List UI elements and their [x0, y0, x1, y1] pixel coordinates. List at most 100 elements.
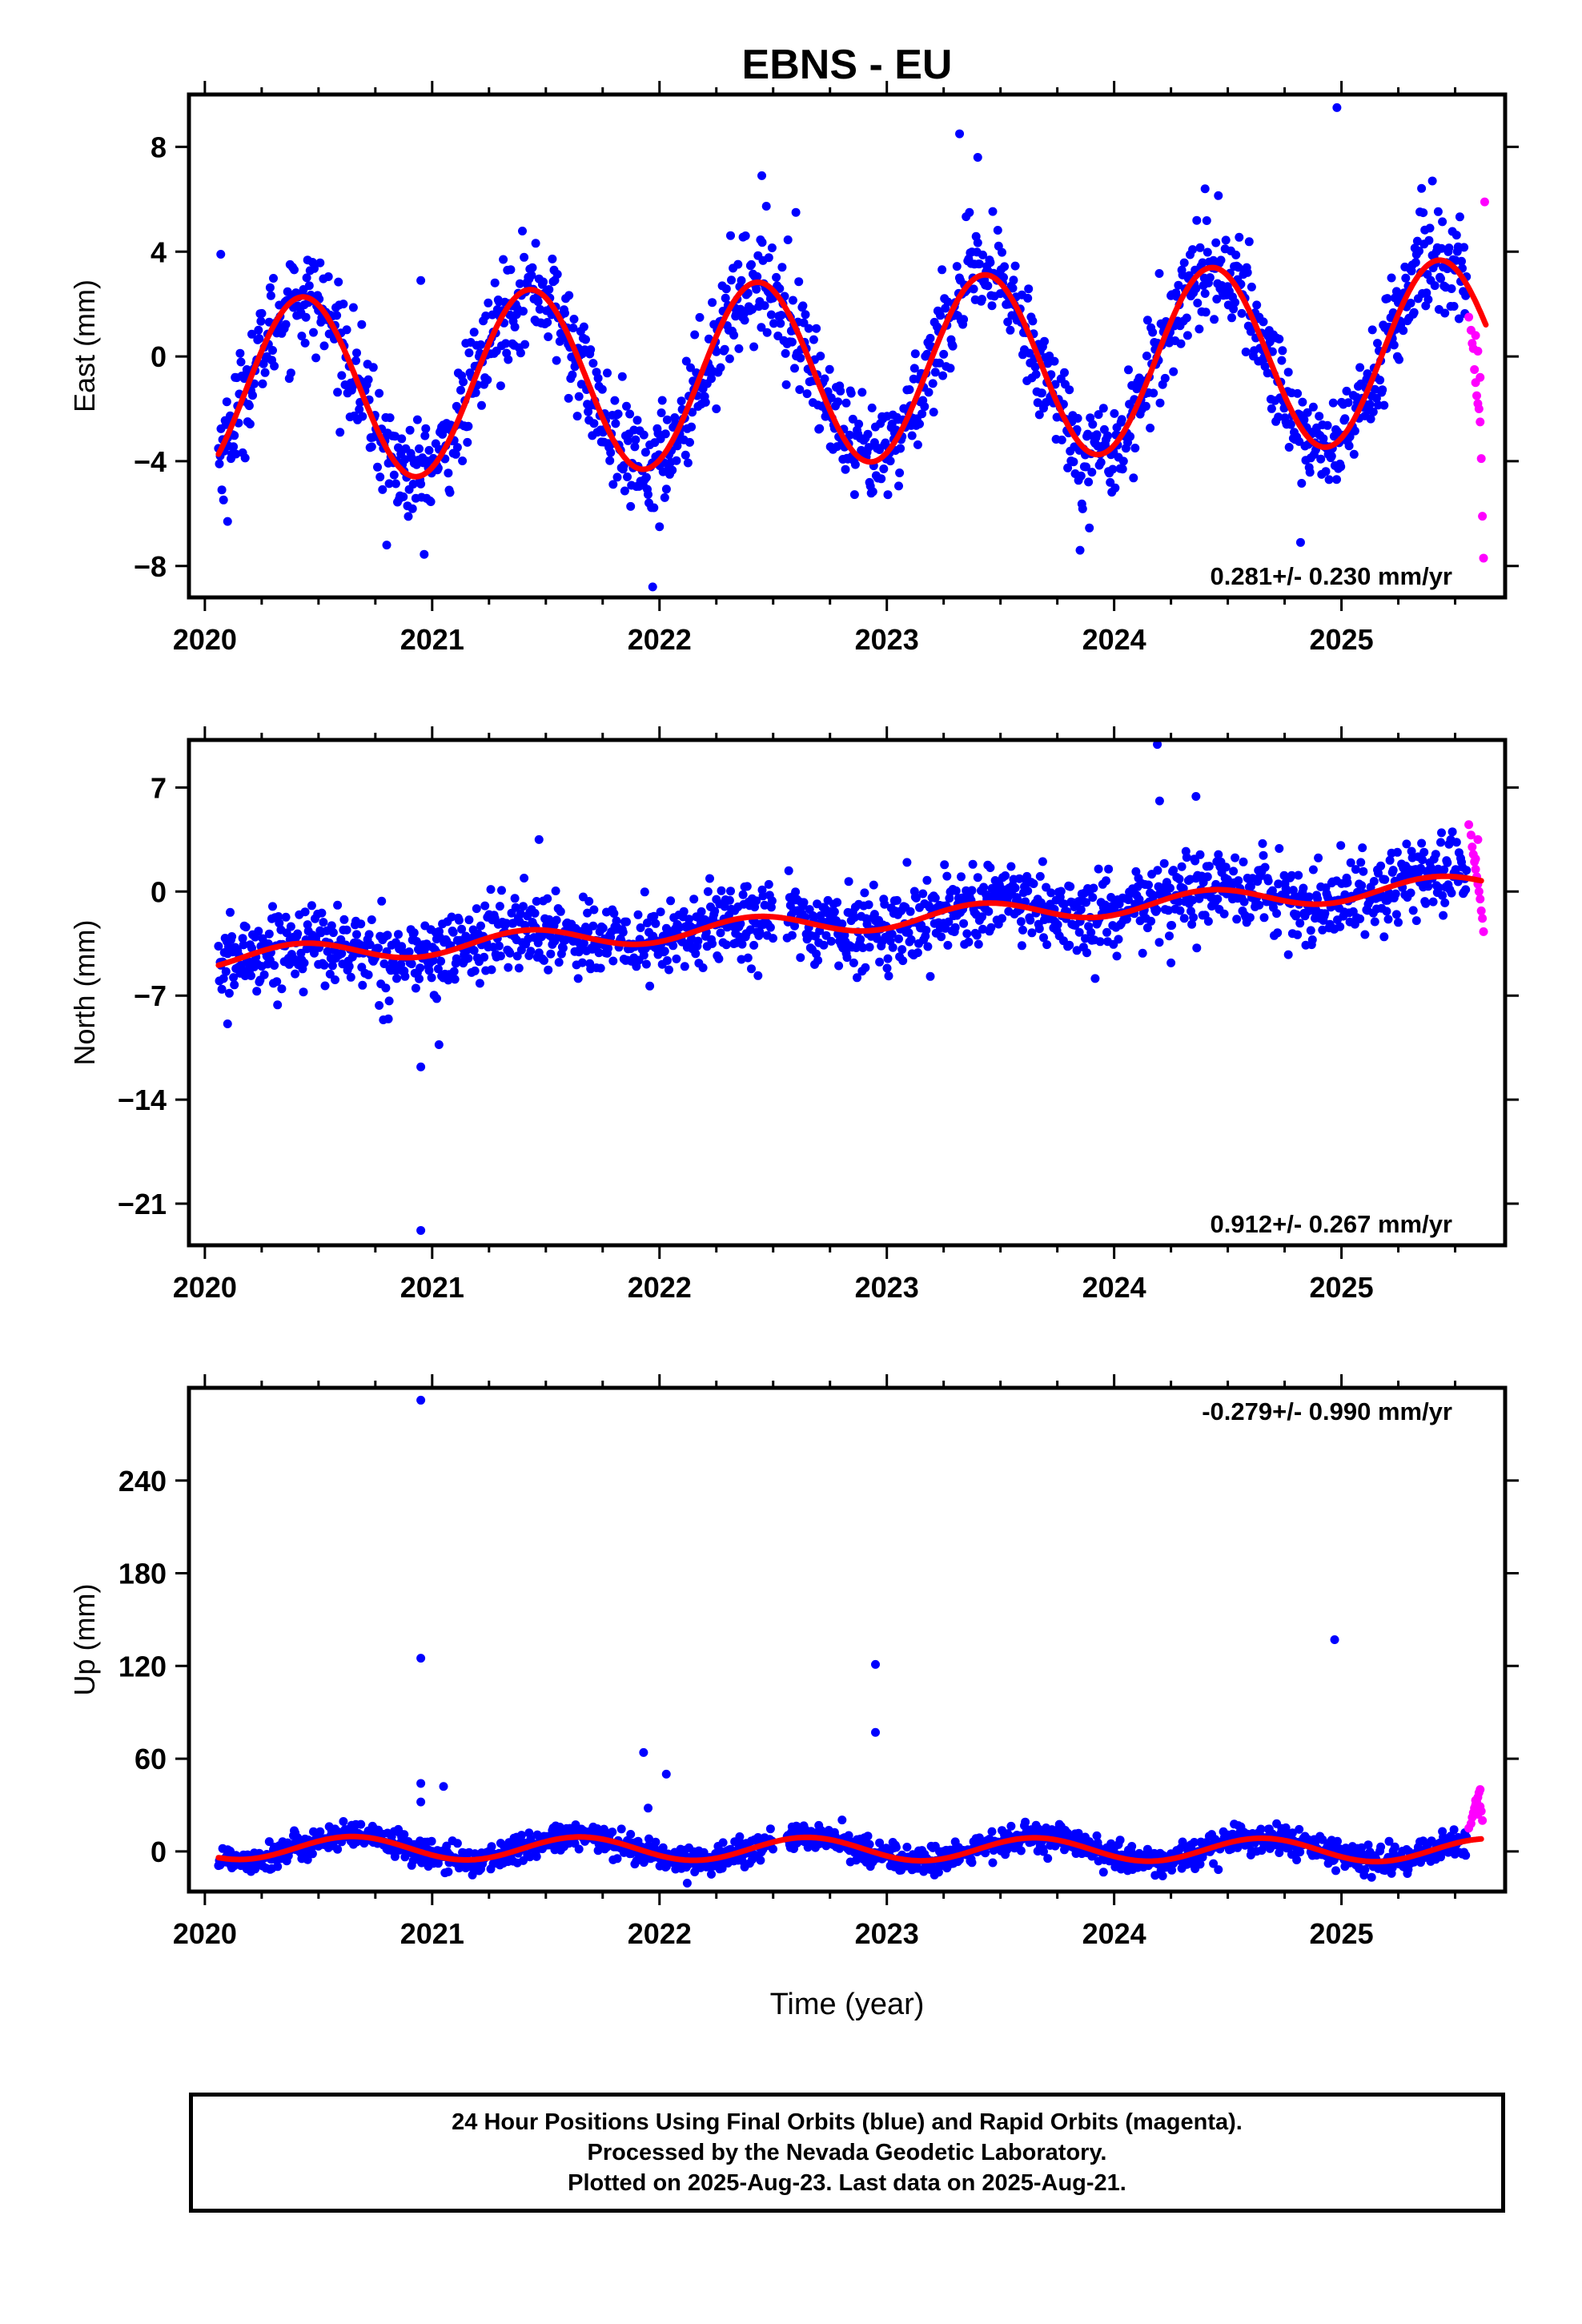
- data-point: [1187, 919, 1197, 929]
- rapid-point: [1479, 553, 1488, 563]
- data-point: [400, 1830, 409, 1839]
- model-fit-line: [215, 873, 1484, 968]
- data-point: [1440, 898, 1450, 907]
- data-point: [757, 238, 767, 247]
- data-point: [1303, 408, 1312, 417]
- data-point: [609, 909, 619, 919]
- data-point: [756, 1856, 765, 1865]
- data-point: [967, 886, 977, 895]
- rapid-point: [1476, 1802, 1485, 1811]
- data-point: [610, 396, 620, 405]
- data-point: [290, 265, 299, 275]
- outlier-point: [1427, 176, 1437, 186]
- data-point: [1447, 284, 1456, 293]
- data-point: [849, 913, 859, 923]
- data-point: [1454, 314, 1464, 324]
- data-point: [1452, 231, 1461, 240]
- data-point: [254, 325, 263, 335]
- plot-area: [214, 103, 1489, 592]
- data-point: [608, 1827, 617, 1837]
- data-point: [620, 486, 629, 496]
- data-point: [861, 963, 870, 972]
- outlier-point: [1330, 924, 1339, 934]
- data-point: [605, 456, 615, 465]
- data-point: [1287, 1828, 1297, 1838]
- data-point: [584, 897, 594, 906]
- data-point: [552, 356, 561, 365]
- data-point: [375, 472, 385, 482]
- data-point: [471, 388, 480, 397]
- data-point: [281, 912, 291, 922]
- data-point: [317, 908, 327, 918]
- data-point: [1360, 1865, 1370, 1874]
- data-point: [526, 947, 536, 956]
- data-point: [1033, 398, 1042, 408]
- data-point: [651, 919, 661, 928]
- data-point: [1021, 897, 1030, 907]
- data-point: [1406, 299, 1415, 308]
- data-point: [880, 899, 889, 909]
- data-point: [1014, 874, 1024, 883]
- data-point: [348, 303, 358, 312]
- data-point: [1306, 926, 1315, 935]
- data-point: [496, 381, 505, 391]
- data-point: [300, 338, 310, 348]
- data-point: [535, 304, 544, 314]
- data-point: [1152, 905, 1162, 915]
- data-point: [1375, 376, 1385, 385]
- x-tick-label: 2020: [173, 1271, 237, 1304]
- data-point: [1050, 356, 1059, 366]
- data-point: [1431, 850, 1440, 859]
- data-point: [586, 345, 596, 355]
- data-point: [826, 936, 836, 946]
- data-point: [1333, 1836, 1342, 1846]
- data-point: [1195, 243, 1205, 252]
- data-point: [1437, 828, 1446, 838]
- data-point: [649, 503, 659, 513]
- data-point: [1308, 402, 1318, 412]
- data-point: [1260, 362, 1270, 371]
- data-point: [1118, 456, 1128, 466]
- data-point: [1355, 363, 1365, 372]
- data-point: [1149, 388, 1158, 398]
- data-point: [978, 924, 987, 934]
- data-point: [400, 455, 410, 464]
- data-point: [504, 963, 513, 972]
- data-point: [1017, 941, 1026, 951]
- data-point: [269, 274, 278, 283]
- data-point: [749, 940, 759, 950]
- y-tick-label: 8: [151, 131, 167, 163]
- outlier-point: [955, 129, 965, 139]
- data-point: [804, 324, 813, 333]
- data-point: [1461, 1851, 1471, 1860]
- data-point: [438, 429, 448, 439]
- data-point: [1001, 871, 1010, 880]
- data-point: [469, 946, 479, 955]
- data-point: [1060, 368, 1069, 377]
- data-point: [407, 959, 416, 969]
- data-point: [574, 1844, 584, 1854]
- data-point: [611, 419, 620, 428]
- data-point: [1299, 883, 1308, 893]
- data-point: [616, 1824, 626, 1834]
- data-point: [514, 963, 524, 973]
- data-point: [740, 316, 749, 325]
- data-point: [930, 893, 940, 903]
- data-point: [339, 915, 349, 924]
- data-point: [1247, 282, 1256, 292]
- data-point: [337, 949, 347, 959]
- data-point: [606, 448, 616, 457]
- data-point: [487, 965, 496, 975]
- data-point: [1298, 397, 1307, 407]
- data-point: [1103, 431, 1112, 440]
- data-point: [374, 943, 383, 953]
- outlier-point: [791, 207, 801, 217]
- data-point: [1229, 304, 1239, 314]
- data-point: [235, 348, 245, 358]
- data-point: [1363, 1840, 1373, 1850]
- data-point: [548, 254, 557, 263]
- data-point: [404, 947, 414, 956]
- data-point: [937, 932, 946, 942]
- data-point: [516, 1831, 526, 1840]
- data-point: [765, 923, 775, 932]
